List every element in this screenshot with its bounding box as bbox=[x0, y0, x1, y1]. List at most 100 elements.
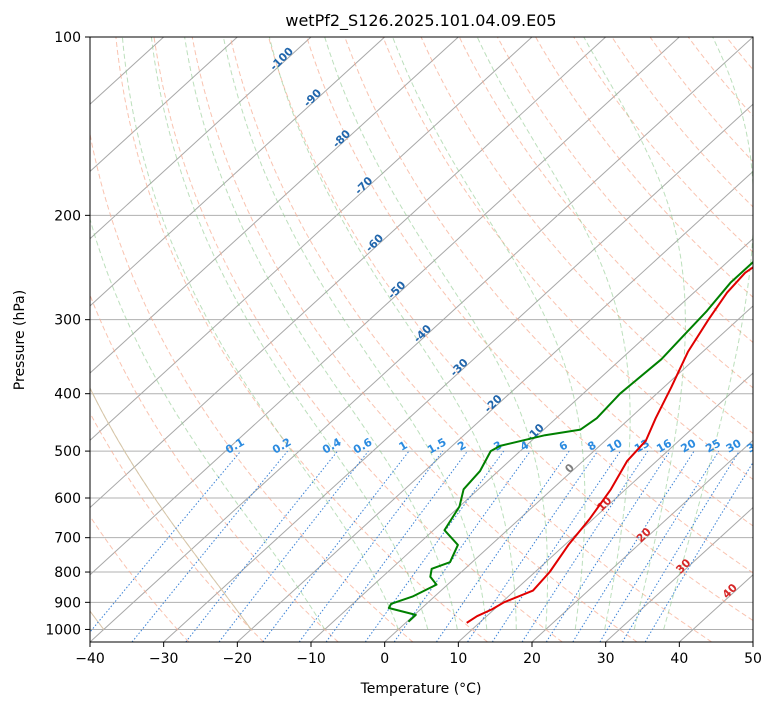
dry-adiabat-line bbox=[420, 37, 753, 435]
dry-adiabat-line bbox=[90, 412, 264, 642]
isotherm-line bbox=[236, 170, 753, 642]
isotherm-line bbox=[90, 37, 459, 374]
moist-adiabat-line bbox=[476, 37, 631, 630]
dry-adiabat-line bbox=[687, 37, 753, 117]
isotherm-label: -20 bbox=[482, 392, 505, 415]
x-tick-label: −40 bbox=[75, 651, 105, 667]
x-tick-label: −10 bbox=[296, 651, 326, 667]
y-tick-label: 100 bbox=[54, 30, 81, 46]
mixing-ratio-line bbox=[599, 450, 720, 642]
isotherm-label: -10 bbox=[524, 421, 547, 444]
mixing-ratio-label: 0.1 bbox=[223, 436, 246, 457]
y-tick-label: 1000 bbox=[45, 622, 81, 638]
mixing-ratio-line bbox=[491, 450, 621, 642]
isotherm-line bbox=[752, 641, 753, 642]
dry-adiabat-line bbox=[611, 37, 753, 208]
dry-adiabat-line bbox=[649, 37, 753, 163]
isotherm-label: -60 bbox=[363, 231, 386, 254]
mixing-ratio-label: 0.4 bbox=[320, 435, 344, 456]
mixing-ratio-line bbox=[185, 450, 338, 642]
moist-adiabat-line bbox=[663, 37, 753, 630]
x-axis-label: Temperature (°C) bbox=[360, 681, 482, 697]
x-tick-label: 0 bbox=[380, 651, 389, 667]
mixing-ratio-line bbox=[298, 450, 444, 642]
isotherm-label: 40 bbox=[720, 581, 740, 601]
dry-adiabat-line bbox=[115, 37, 488, 642]
y-tick-label: 500 bbox=[54, 444, 81, 460]
isotherm-line bbox=[457, 372, 753, 642]
mixing-ratio-label: 20 bbox=[679, 436, 699, 455]
reference-arc-line bbox=[90, 387, 252, 630]
dry-adiabat-line bbox=[306, 37, 753, 574]
isotherm-line bbox=[90, 37, 386, 307]
moist-adiabat-line bbox=[150, 37, 429, 630]
axes: −40 −30 −20 −10 0 10 20 30 40 50 100 200 300 400 500 60… bbox=[45, 30, 762, 667]
isotherm-line bbox=[90, 37, 607, 509]
mixing-ratio-line bbox=[131, 450, 288, 642]
isotherm-line bbox=[90, 37, 753, 642]
dry-adiabat-line bbox=[90, 131, 414, 642]
isotherm-label: -30 bbox=[448, 356, 471, 379]
dry-adiabat-line bbox=[726, 37, 753, 71]
plot-area: 0.1 0.2 0.4 0.6 1 1.5 2 3 4 6 8 10 13 16 20 25 30 36-100-… bbox=[90, 37, 764, 642]
mixing-ratio-label: 1.5 bbox=[425, 436, 448, 457]
moist-adiabat-line bbox=[90, 217, 326, 630]
x-tick-label: −20 bbox=[223, 651, 253, 667]
dry-adiabat-line bbox=[229, 37, 712, 642]
mixing-ratio-line bbox=[393, 450, 531, 642]
moist-adiabat-line bbox=[324, 37, 549, 630]
dry-adiabat-line bbox=[496, 37, 753, 344]
mixing-ratio-line bbox=[325, 450, 468, 642]
dewpoint-profile-line bbox=[387, 261, 753, 623]
x-tick-label: 10 bbox=[449, 651, 467, 667]
y-tick-label: 200 bbox=[54, 208, 81, 224]
isotherm-line bbox=[163, 103, 753, 642]
mixing-ratio-label: 30 bbox=[724, 436, 744, 455]
mixing-ratio-line bbox=[467, 450, 599, 642]
isotherm-line bbox=[90, 37, 238, 173]
isotherm-line bbox=[531, 439, 753, 642]
mixing-ratio-line bbox=[521, 450, 649, 642]
mixing-ratio-line bbox=[90, 450, 242, 633]
isotherm-line bbox=[90, 37, 533, 442]
x-tick-label: 40 bbox=[670, 651, 688, 667]
x-tick-label: 20 bbox=[523, 651, 541, 667]
mixing-ratio-label: 0.2 bbox=[270, 436, 293, 457]
dry-adiabat-line bbox=[268, 37, 753, 622]
mixing-ratio-label: 25 bbox=[703, 437, 723, 456]
chart-title: wetPf2_S126.2025.101.04.09.E05 bbox=[285, 11, 556, 31]
isotherm-line bbox=[90, 37, 680, 576]
x-tick-label: 30 bbox=[597, 651, 615, 667]
mixing-ratio-label: 36 bbox=[744, 436, 764, 455]
mixing-ratio-line bbox=[262, 450, 410, 642]
plot-frame bbox=[89, 36, 754, 643]
dry-adiabat-line bbox=[191, 37, 638, 642]
isotherm-label: 30 bbox=[673, 556, 693, 576]
y-axis-label: Pressure (hPa) bbox=[12, 290, 28, 390]
y-tick-label: 300 bbox=[54, 313, 81, 329]
isotherm-line bbox=[605, 506, 753, 642]
dry-adiabat-line bbox=[573, 37, 753, 253]
moist-adiabat-line bbox=[392, 37, 586, 630]
moist-adiabat-line bbox=[268, 37, 517, 630]
dry-adiabat-line bbox=[382, 37, 753, 481]
y-tick-label: 700 bbox=[54, 531, 81, 547]
mixing-ratio-line bbox=[545, 450, 671, 642]
y-tick-label: 800 bbox=[54, 565, 81, 581]
x-tick-label: −30 bbox=[149, 651, 179, 667]
mixing-ratio-line bbox=[364, 450, 505, 642]
mixing-ratio-line bbox=[621, 450, 740, 642]
y-tick-label: 600 bbox=[54, 491, 81, 507]
dry-adiabat-line bbox=[90, 515, 190, 642]
y-tick-label: 900 bbox=[54, 595, 81, 611]
dry-adiabat-line bbox=[344, 37, 753, 527]
mixing-ratio-line bbox=[572, 450, 695, 642]
isotherm-line bbox=[90, 37, 312, 240]
mixing-ratio-label: 10 bbox=[605, 436, 625, 455]
isotherm-label: -70 bbox=[352, 174, 375, 197]
moist-adiabat-line bbox=[121, 37, 399, 630]
moist-adiabat-line bbox=[184, 37, 458, 630]
isotherm-label: -50 bbox=[385, 278, 408, 301]
y-tick-label: 400 bbox=[54, 387, 81, 403]
